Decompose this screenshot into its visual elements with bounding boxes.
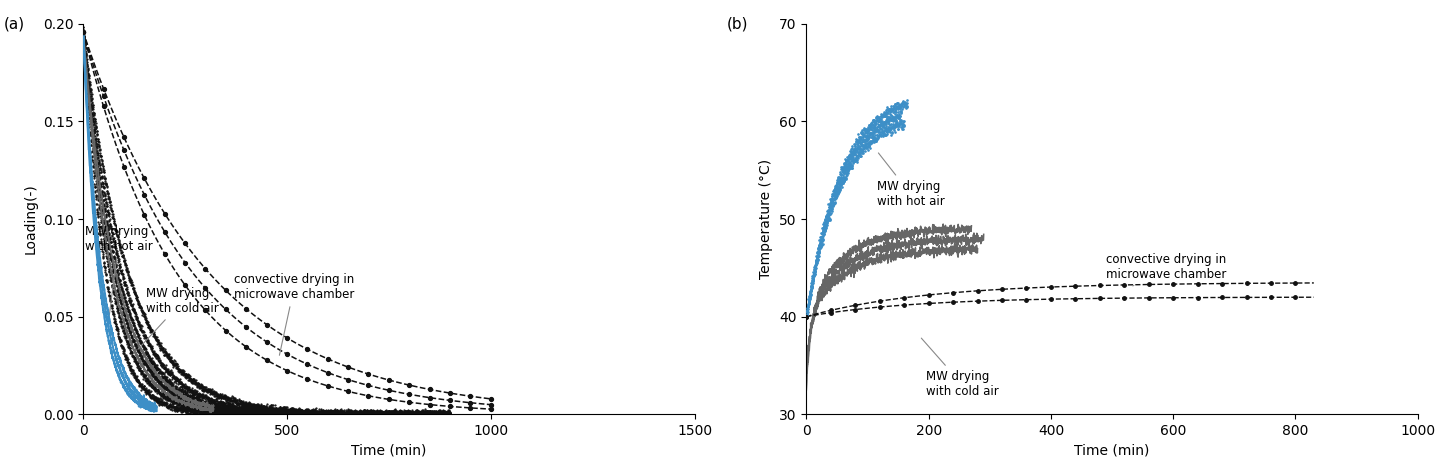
Text: (b): (b)	[727, 16, 748, 31]
Text: convective drying in
microwave chamber: convective drying in microwave chamber	[1106, 253, 1227, 286]
Text: (a): (a)	[4, 16, 25, 31]
Y-axis label: Temperature (°C): Temperature (°C)	[759, 159, 774, 279]
Text: MW drying
with cold air: MW drying with cold air	[922, 338, 999, 398]
Text: convective drying in
microwave chamber: convective drying in microwave chamber	[234, 273, 354, 356]
Text: MW drying
with hot air: MW drying with hot air	[877, 153, 944, 208]
X-axis label: Time (min): Time (min)	[1074, 443, 1150, 457]
X-axis label: Time (min): Time (min)	[351, 443, 427, 457]
Text: MW drying
with cold air: MW drying with cold air	[138, 287, 219, 349]
Y-axis label: Loading(-): Loading(-)	[23, 183, 38, 255]
Text: MW drying
with hot air: MW drying with hot air	[86, 225, 152, 326]
